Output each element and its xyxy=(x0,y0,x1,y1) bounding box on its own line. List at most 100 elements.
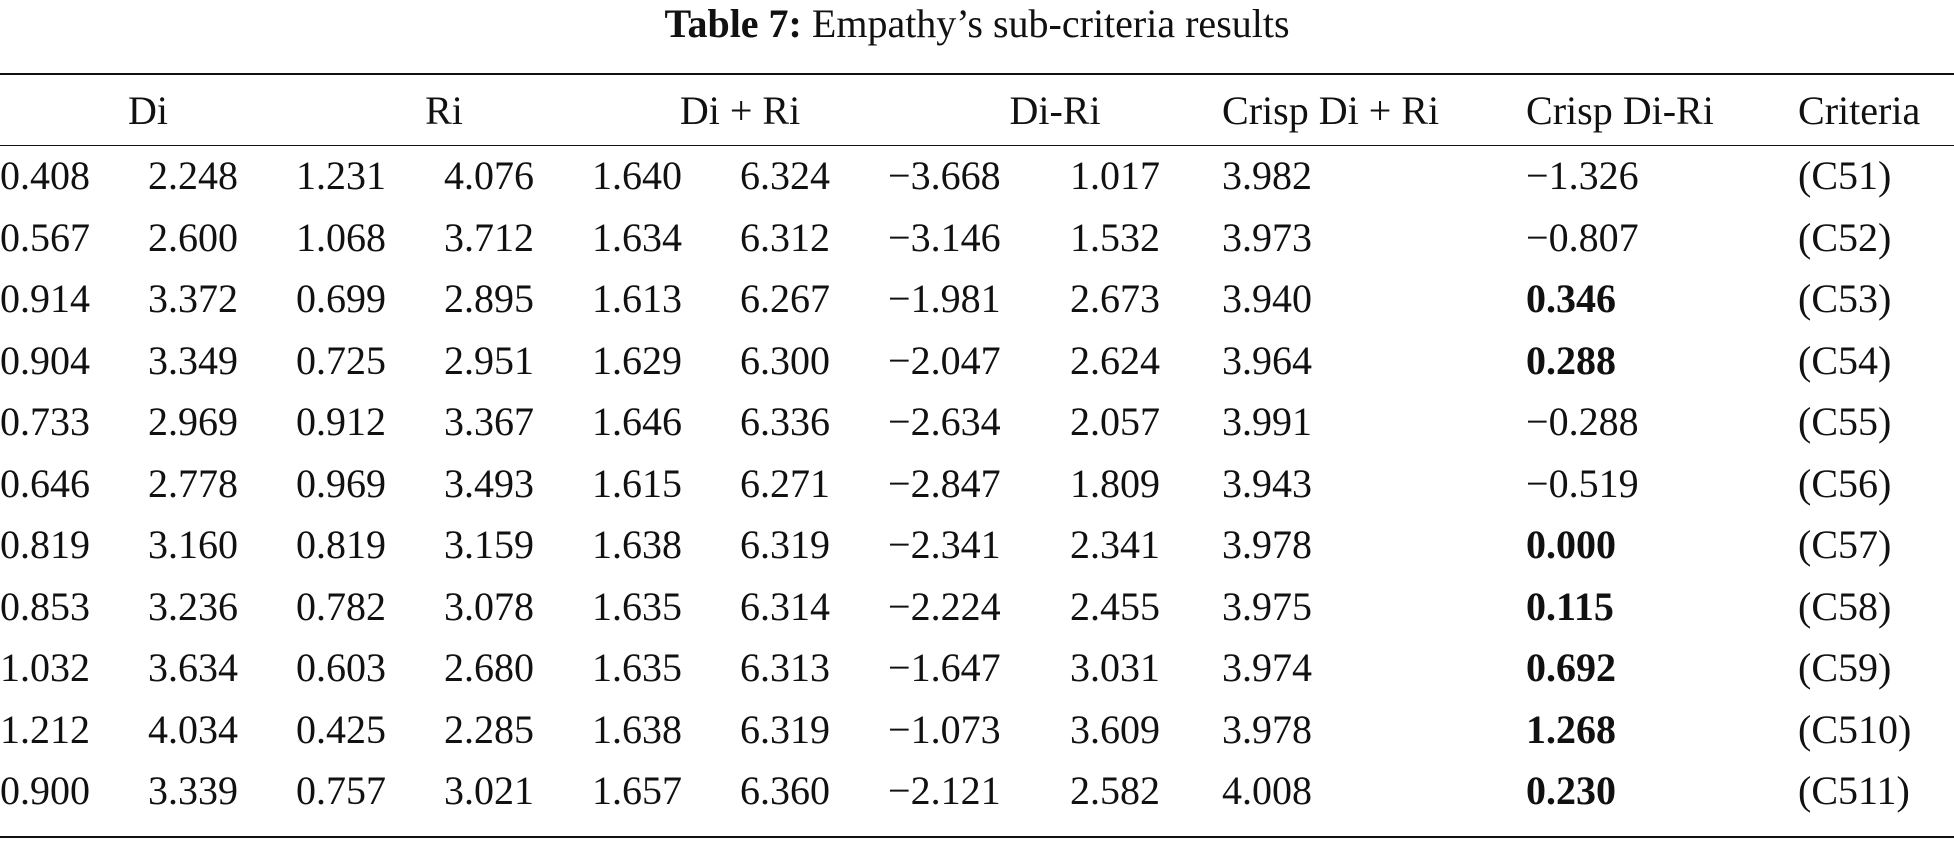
table-caption-label: Table 7: xyxy=(664,1,802,46)
cell-di-minus-ri-upper: 2.582 xyxy=(1070,768,1161,814)
cell-di-upper: 3.372 xyxy=(148,276,238,322)
cell-di-lower: 0.904 xyxy=(0,337,90,383)
cell-di-minus-ri-upper: 1.017 xyxy=(1070,153,1161,199)
cell-criteria: (C55) xyxy=(1798,399,1892,445)
cell-ri-lower: 0.782 xyxy=(296,583,386,629)
cell-di-plus-ri-lower: 1.613 xyxy=(592,276,683,322)
cell-crisp-di-plus-ri: 3.982 xyxy=(1222,153,1313,199)
cell-ri-lower: 0.819 xyxy=(296,522,386,568)
cell-ri-upper: 2.895 xyxy=(444,276,534,322)
cell-crisp-di-minus-ri: −0.288 xyxy=(1526,399,1639,445)
table-bottom-rule xyxy=(0,836,1954,838)
cell-ri-lower: 0.725 xyxy=(296,337,386,383)
cell-di-minus-ri-upper: 3.031 xyxy=(1070,645,1161,691)
cell-ri-lower: 1.231 xyxy=(296,153,386,199)
cell-di-minus-ri-lower: −2.847 xyxy=(888,460,1001,506)
cell-di-minus-ri-upper: 2.673 xyxy=(1070,276,1161,322)
cell-di-minus-ri-lower: −2.634 xyxy=(888,399,1001,445)
cell-crisp-di-plus-ri: 3.964 xyxy=(1222,337,1313,383)
cell-ri-lower: 0.425 xyxy=(296,706,386,752)
cell-crisp-di-minus-ri: 1.268 xyxy=(1526,706,1617,752)
cell-di-lower: 0.646 xyxy=(0,460,90,506)
header-di-plus-ri: Di + Ri xyxy=(679,87,801,133)
cell-di-minus-ri-lower: −1.073 xyxy=(888,706,1001,752)
cell-ri-upper: 3.367 xyxy=(444,399,534,445)
cell-di-upper: 3.160 xyxy=(148,522,238,568)
table-row: 0.853 3.236 0.782 3.078 1.635 6.314 −2.224 2.45… xyxy=(0,576,1954,638)
cell-di-minus-ri-upper: 2.455 xyxy=(1070,583,1161,629)
cell-criteria: (C51) xyxy=(1798,153,1892,199)
cell-di-lower: 0.819 xyxy=(0,522,90,568)
cell-criteria: (C57) xyxy=(1798,522,1892,568)
table-row: 0.900 3.339 0.757 3.021 1.657 6.360 −2.121 2.58… xyxy=(0,760,1954,822)
cell-crisp-di-minus-ri: −0.519 xyxy=(1526,460,1639,506)
cell-di-lower: 0.567 xyxy=(0,214,90,260)
cell-crisp-di-plus-ri: 3.978 xyxy=(1222,522,1313,568)
cell-criteria: (C58) xyxy=(1798,583,1892,629)
table-row: 0.819 3.160 0.819 3.159 1.638 6.319 −2.341 2.34… xyxy=(0,514,1954,576)
table-body: 0.408 2.248 1.231 4.076 1.640 6.324 −3.668 1.01… xyxy=(0,145,1954,822)
cell-di-upper: 3.349 xyxy=(148,337,238,383)
table-row: 0.567 2.600 1.068 3.712 1.634 6.312 −3.146 1.53… xyxy=(0,207,1954,269)
cell-di-lower: 0.900 xyxy=(0,768,90,814)
cell-ri-upper: 3.493 xyxy=(444,460,534,506)
cell-criteria: (C53) xyxy=(1798,276,1892,322)
cell-crisp-di-plus-ri: 3.974 xyxy=(1222,645,1313,691)
cell-di-plus-ri-upper: 6.300 xyxy=(740,337,831,383)
cell-di-plus-ri-upper: 6.319 xyxy=(740,706,831,752)
cell-criteria: (C54) xyxy=(1798,337,1892,383)
header-crisp-di-minus-ri: Crisp Di-Ri xyxy=(1526,87,1714,133)
cell-ri-upper: 2.951 xyxy=(444,337,534,383)
cell-di-plus-ri-upper: 6.314 xyxy=(740,583,831,629)
cell-di-lower: 0.408 xyxy=(0,153,90,199)
cell-crisp-di-minus-ri: 0.115 xyxy=(1526,583,1614,629)
table-row: 1.212 4.034 0.425 2.285 1.638 6.319 −1.073 3.60… xyxy=(0,699,1954,761)
cell-di-plus-ri-lower: 1.629 xyxy=(592,337,683,383)
cell-di-plus-ri-upper: 6.313 xyxy=(740,645,831,691)
cell-di-plus-ri-upper: 6.312 xyxy=(740,214,831,260)
table-row: 0.904 3.349 0.725 2.951 1.629 6.300 −2.047 2.62… xyxy=(0,330,1954,392)
cell-di-upper: 2.969 xyxy=(148,399,238,445)
cell-di-minus-ri-upper: 1.809 xyxy=(1070,460,1161,506)
cell-di-minus-ri-upper: 2.057 xyxy=(1070,399,1161,445)
cell-di-minus-ri-upper: 2.624 xyxy=(1070,337,1161,383)
cell-di-minus-ri-lower: −3.146 xyxy=(888,214,1001,260)
cell-di-plus-ri-lower: 1.635 xyxy=(592,583,683,629)
cell-crisp-di-plus-ri: 3.973 xyxy=(1222,214,1313,260)
table-caption-text: Empathy’s sub-criteria results xyxy=(811,1,1290,46)
cell-di-minus-ri-lower: −3.668 xyxy=(888,153,1001,199)
cell-ri-upper: 3.078 xyxy=(444,583,534,629)
cell-criteria: (C52) xyxy=(1798,214,1892,260)
cell-crisp-di-minus-ri: −0.807 xyxy=(1526,214,1639,260)
cell-criteria: (C511) xyxy=(1798,768,1910,814)
cell-di-minus-ri-lower: −2.224 xyxy=(888,583,1001,629)
cell-di-plus-ri-upper: 6.271 xyxy=(740,460,831,506)
cell-di-plus-ri-lower: 1.646 xyxy=(592,399,683,445)
table-row: 0.733 2.969 0.912 3.367 1.646 6.336 −2.634 2.05… xyxy=(0,391,1954,453)
header-di-minus-ri: Di-Ri xyxy=(1009,87,1101,133)
cell-di-plus-ri-upper: 6.267 xyxy=(740,276,831,322)
cell-di-lower: 0.733 xyxy=(0,399,90,445)
cell-crisp-di-minus-ri: 0.288 xyxy=(1526,337,1617,383)
cell-ri-upper: 3.712 xyxy=(444,214,534,260)
cell-di-upper: 3.634 xyxy=(148,645,238,691)
table-top-rule xyxy=(0,73,1954,75)
header-criteria: Criteria xyxy=(1798,87,1921,133)
cell-di-plus-ri-lower: 1.640 xyxy=(592,153,683,199)
cell-di-upper: 3.339 xyxy=(148,768,238,814)
cell-di-minus-ri-upper: 3.609 xyxy=(1070,706,1161,752)
cell-di-minus-ri-upper: 2.341 xyxy=(1070,522,1161,568)
cell-di-lower: 0.914 xyxy=(0,276,90,322)
cell-di-plus-ri-upper: 6.319 xyxy=(740,522,831,568)
cell-ri-lower: 0.912 xyxy=(296,399,386,445)
cell-crisp-di-plus-ri: 3.978 xyxy=(1222,706,1313,752)
cell-ri-lower: 0.757 xyxy=(296,768,386,814)
cell-di-minus-ri-upper: 1.532 xyxy=(1070,214,1161,260)
cell-crisp-di-minus-ri: 0.000 xyxy=(1526,522,1617,568)
cell-di-lower: 0.853 xyxy=(0,583,90,629)
cell-ri-upper: 3.159 xyxy=(444,522,534,568)
cell-di-plus-ri-lower: 1.635 xyxy=(592,645,683,691)
cell-di-lower: 1.212 xyxy=(0,706,90,752)
cell-ri-upper: 4.076 xyxy=(444,153,534,199)
cell-crisp-di-plus-ri: 4.008 xyxy=(1222,768,1313,814)
